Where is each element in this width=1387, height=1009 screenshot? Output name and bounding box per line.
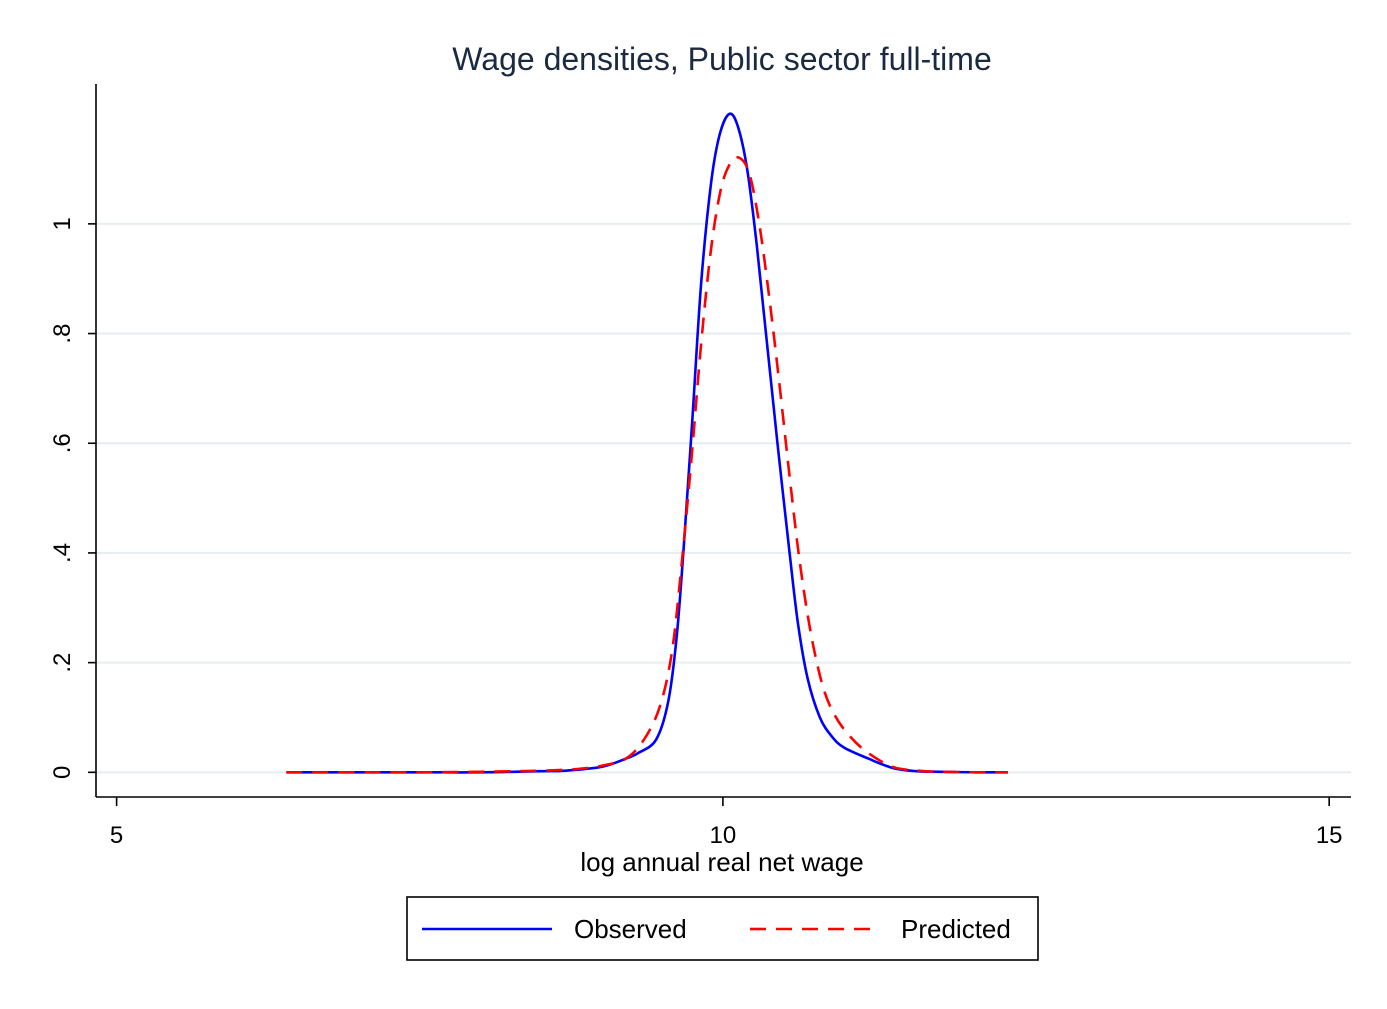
y-tick-label-0: 0 — [49, 766, 76, 779]
legend-label-observed: Observed — [574, 914, 687, 944]
x-tick-label-2: 15 — [1316, 822, 1343, 849]
series-lines — [286, 112, 1008, 774]
chart-title: Wage densities, Public sector full-time — [452, 41, 991, 77]
y-tick-label-3: .6 — [49, 433, 76, 453]
legend-label-predicted: Predicted — [901, 914, 1011, 944]
x-axis-label: log annual real net wage — [580, 847, 863, 877]
y-tick-label-1: .2 — [49, 653, 76, 673]
y-tick-label-2: .4 — [49, 543, 76, 563]
legend: Observed Predicted — [406, 896, 1039, 961]
series-line-predicted — [286, 156, 1008, 774]
y-axis-ticks: 0 .2 .4 .6 .8 1 — [49, 217, 96, 779]
x-tick-label-0: 5 — [110, 822, 123, 849]
y-tick-label-5: 1 — [49, 217, 76, 230]
y-tick-label-4: .8 — [49, 324, 76, 344]
x-axis-ticks: 5 10 15 — [110, 797, 1343, 849]
x-tick-label-1: 10 — [710, 822, 737, 849]
